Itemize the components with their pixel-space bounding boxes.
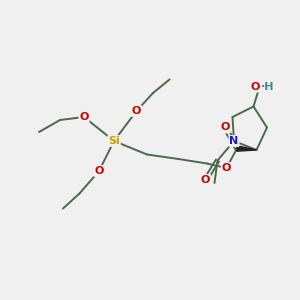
- Text: O: O: [220, 122, 230, 133]
- Text: ·H: ·H: [261, 82, 274, 92]
- Polygon shape: [237, 146, 256, 151]
- Text: N: N: [230, 136, 238, 146]
- Text: O: O: [222, 163, 231, 173]
- Text: Si: Si: [108, 136, 120, 146]
- Text: O: O: [79, 112, 89, 122]
- Text: O: O: [132, 106, 141, 116]
- Text: O: O: [94, 166, 104, 176]
- Text: O: O: [201, 175, 210, 185]
- Text: O: O: [250, 82, 260, 92]
